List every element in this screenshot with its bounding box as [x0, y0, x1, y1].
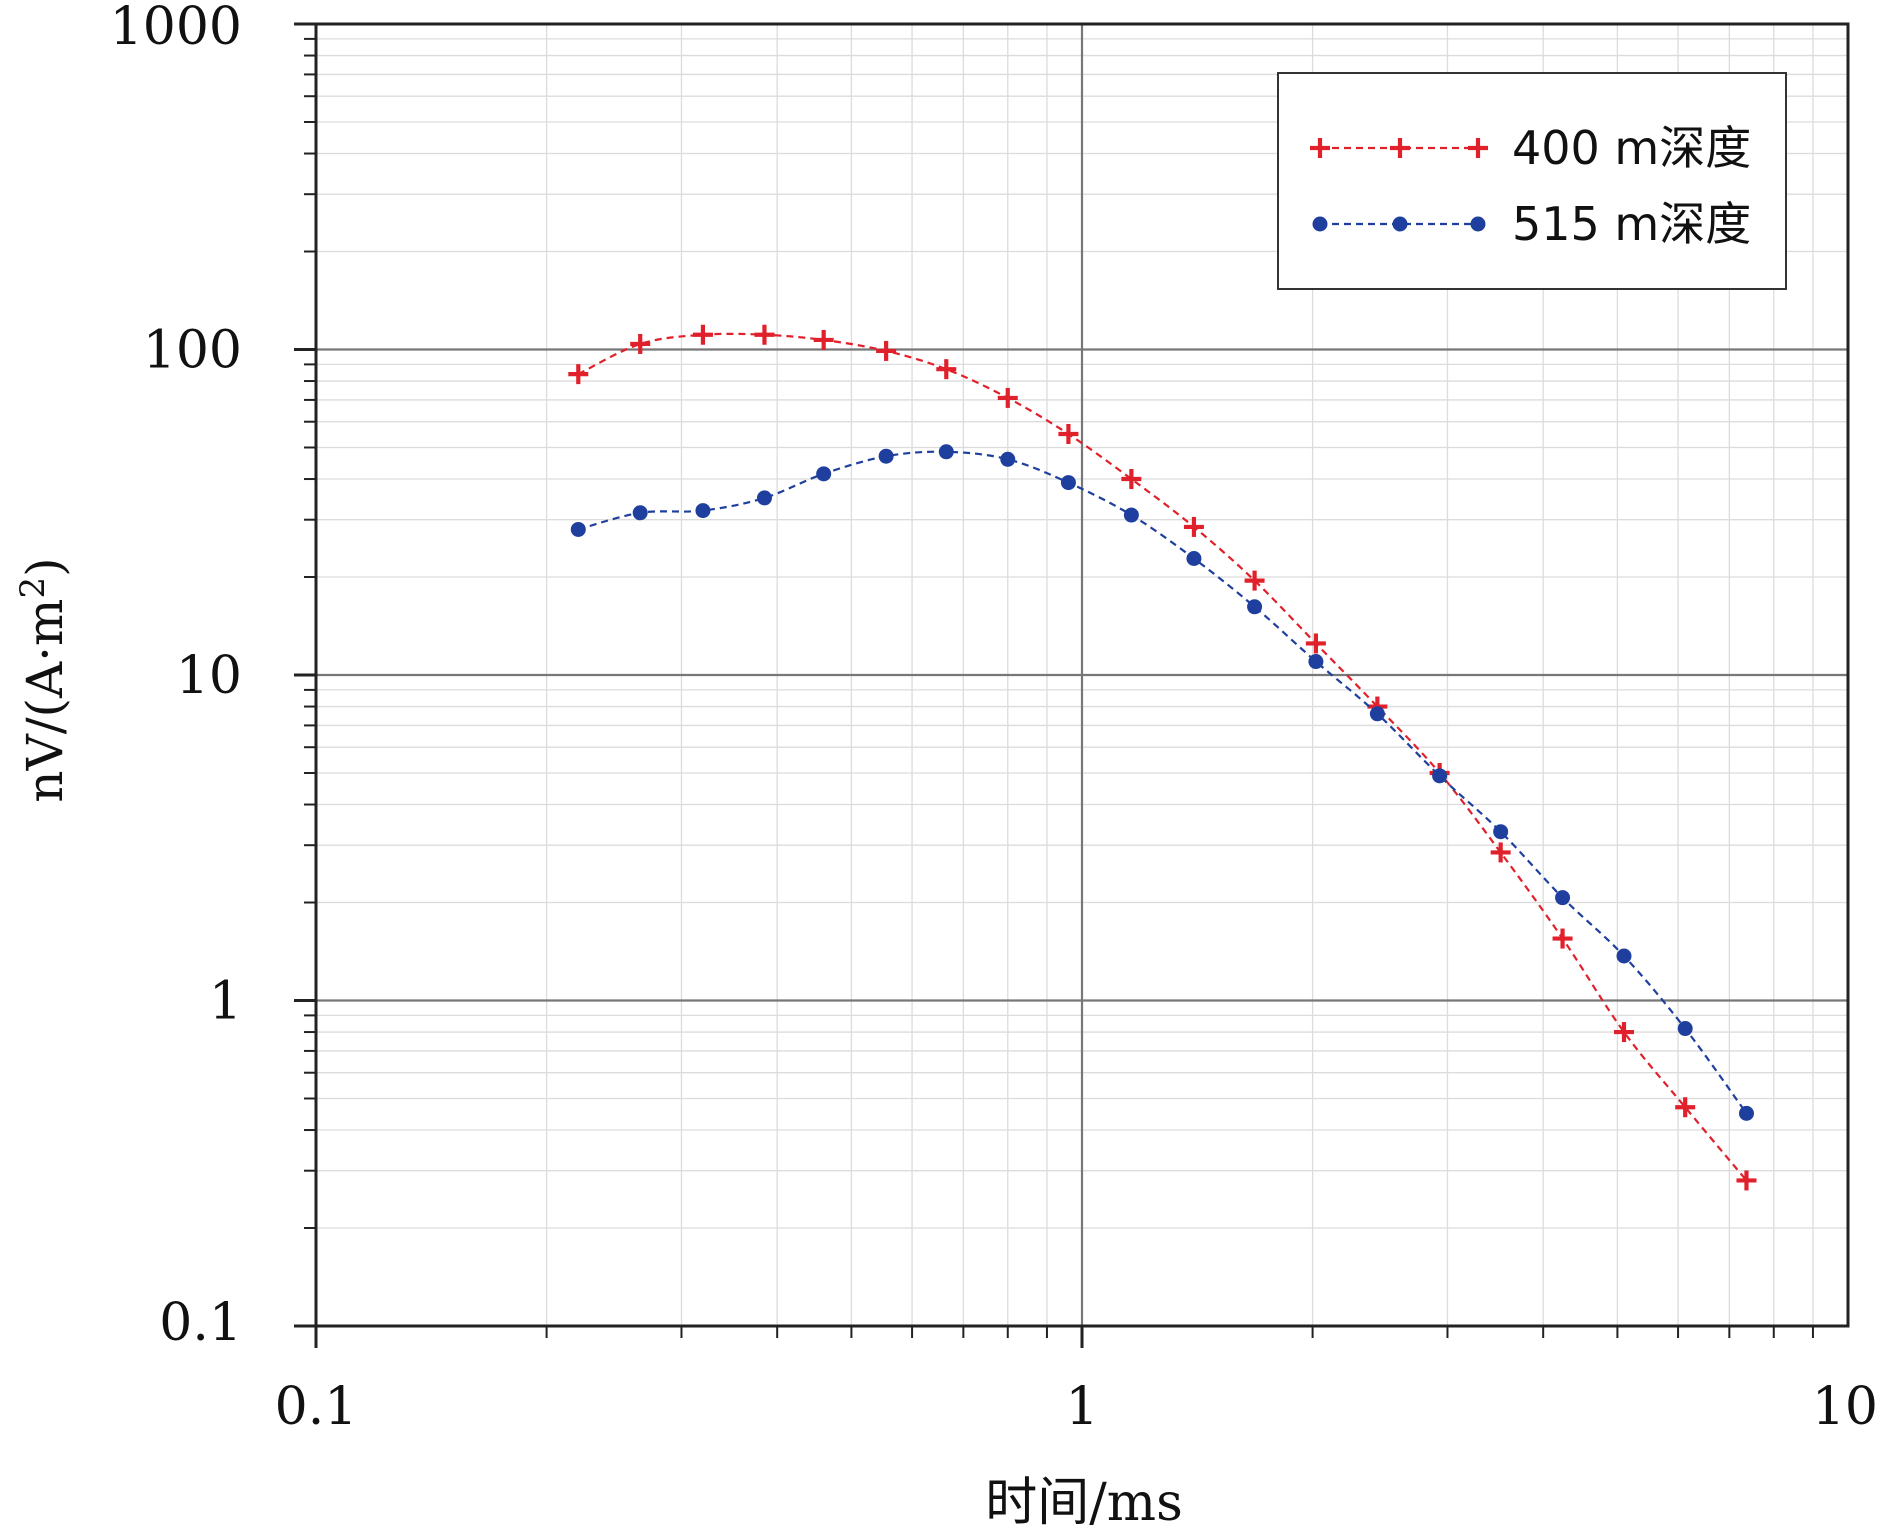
data-point	[1552, 928, 1573, 949]
data-point	[1058, 424, 1079, 445]
legend: 400 m深度 515 m深度	[1277, 72, 1787, 290]
data-point	[632, 505, 648, 521]
y-tick-label: 0.1	[159, 1293, 242, 1353]
data-point	[1247, 599, 1263, 615]
y-tick-labels: 0.1 1 10 100 1000	[110, 0, 242, 1353]
data-point	[695, 503, 711, 519]
data-point	[1616, 948, 1632, 964]
data-point	[878, 448, 894, 464]
legend-label: 515 m深度	[1512, 197, 1751, 251]
data-point	[1613, 1022, 1634, 1043]
legend-box	[1277, 72, 1787, 290]
series-line	[577, 332, 1748, 1182]
data-point	[568, 364, 589, 385]
data-point	[1432, 768, 1448, 784]
x-tick-label: 0.1	[275, 1377, 358, 1437]
axis-ticks	[294, 22, 1814, 1348]
y-tick-label: 1	[209, 972, 242, 1032]
data-point	[1305, 633, 1326, 654]
data-point	[1121, 469, 1142, 490]
legend-marker	[1312, 216, 1328, 232]
data-point	[816, 466, 832, 482]
data-point	[1060, 475, 1076, 491]
data-point	[1675, 1097, 1696, 1118]
data-point	[756, 490, 772, 506]
series-1	[568, 324, 1757, 1191]
series-2	[570, 444, 1754, 1121]
y-tick-label: 1000	[110, 0, 242, 57]
y-axis-label-main: nV/(A·m	[16, 599, 74, 803]
legend-marker	[1470, 216, 1486, 232]
legend-item-1: 400 m深度	[1310, 121, 1751, 175]
data-point	[1490, 842, 1511, 863]
data-point	[1677, 1021, 1693, 1037]
x-tick-label: 10	[1812, 1377, 1878, 1437]
data-point	[570, 521, 586, 537]
data-point	[1738, 1105, 1754, 1121]
legend-marker	[1392, 216, 1408, 232]
y-axis-label-tail: )	[16, 557, 74, 577]
x-axis-label: 时间/ms	[985, 1473, 1183, 1531]
data-point	[813, 329, 834, 350]
legend-marker	[1390, 138, 1410, 158]
data-point	[1369, 706, 1385, 722]
x-tick-label: 1	[1065, 1377, 1098, 1437]
y-axis-label: nV/(A·m2)	[13, 557, 74, 802]
data-point	[1123, 507, 1139, 523]
major-grid	[316, 24, 1848, 1326]
data-point	[1000, 451, 1016, 467]
legend-label: 400 m深度	[1512, 121, 1751, 175]
series-layer	[568, 324, 1757, 1191]
data-point	[630, 333, 651, 354]
data-point	[876, 340, 897, 361]
series-line	[578, 450, 1748, 1115]
legend-marker	[1468, 138, 1488, 158]
x-tick-labels: 0.1 1 10	[275, 1377, 1878, 1437]
data-point	[1308, 654, 1324, 670]
data-point	[1244, 570, 1265, 591]
data-point	[754, 324, 775, 345]
data-point	[1186, 550, 1202, 566]
data-point	[936, 359, 957, 380]
data-point	[1183, 516, 1204, 537]
data-point	[1555, 890, 1571, 906]
data-point	[1736, 1170, 1757, 1191]
y-tick-label: 10	[176, 646, 242, 706]
legend-marker	[1310, 138, 1330, 158]
legend-item-2: 515 m深度	[1312, 197, 1751, 251]
data-point	[692, 324, 713, 345]
data-point	[997, 387, 1018, 408]
data-point	[938, 444, 954, 460]
y-tick-label: 100	[143, 321, 242, 381]
y-axis-label-sup: 2	[13, 577, 53, 599]
data-point	[1493, 824, 1509, 840]
